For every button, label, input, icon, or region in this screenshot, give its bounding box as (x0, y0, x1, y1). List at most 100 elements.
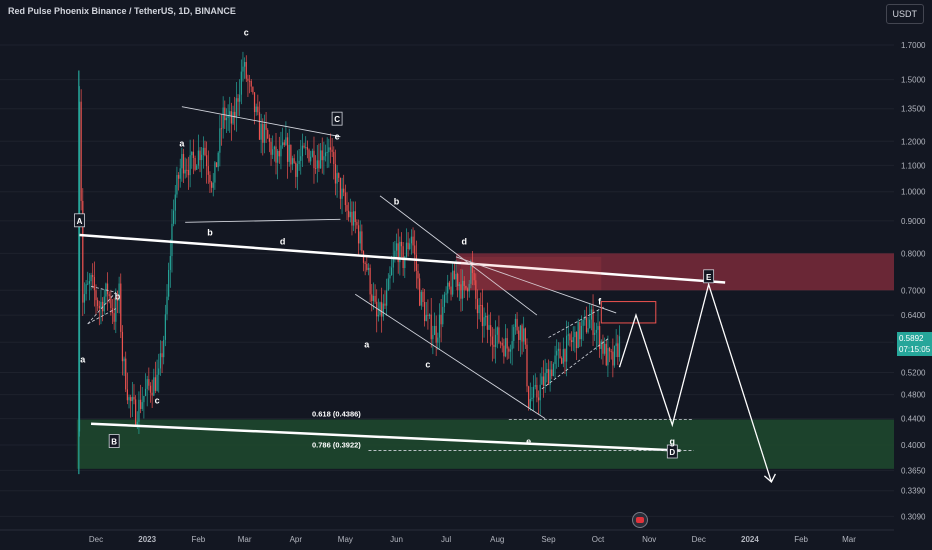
candle-body (567, 334, 569, 336)
candle-body (239, 94, 241, 102)
candle-body (372, 295, 375, 302)
support-trendline[interactable] (90, 422, 681, 452)
candle-body (532, 386, 535, 398)
candle-body (186, 169, 188, 171)
candle-body (111, 308, 114, 314)
candle-body (343, 188, 345, 193)
candle-body (579, 322, 581, 340)
candle-body (126, 389, 128, 401)
time-tick-label: Dec (692, 535, 706, 544)
support-zone (76, 419, 895, 469)
candle-body (179, 168, 181, 179)
candle-body (144, 388, 147, 396)
candle-body (277, 150, 279, 163)
candle-body (466, 288, 469, 292)
candle-body (397, 243, 399, 263)
candle-body (196, 165, 198, 170)
candle-body (303, 145, 305, 148)
candle-body (334, 163, 337, 184)
candle-body (367, 267, 370, 270)
candle-body (475, 280, 477, 299)
candle-body (547, 369, 550, 385)
candle-body (288, 144, 290, 162)
candle-body (409, 243, 411, 250)
price-tick-label: 0.3090 (901, 512, 926, 521)
wave-label-box (703, 269, 715, 284)
candle-body (222, 107, 224, 129)
candle-body (191, 151, 193, 156)
candle-body (529, 399, 531, 408)
target-box (600, 301, 657, 324)
candle-body (310, 156, 312, 162)
candle-body (158, 368, 160, 375)
candle-body (143, 395, 145, 403)
candle-body (460, 284, 462, 299)
wave-label-minor: e (526, 437, 531, 447)
price-axis[interactable]: 1.7000 1.5000 1.3500 1.2000 1.1000 1.0000 0.90… (894, 0, 932, 550)
candle-body (364, 262, 366, 264)
candle-body (141, 402, 143, 409)
candle-body (207, 166, 209, 175)
candle-body (399, 241, 401, 263)
candle-body (516, 318, 518, 331)
candle-body (381, 302, 383, 317)
candle-body (202, 147, 204, 155)
candle-body (443, 294, 446, 307)
candle-body (315, 168, 317, 169)
candle-body (448, 282, 450, 287)
candle-body (564, 349, 566, 362)
wave-label-minor: b (115, 291, 121, 301)
candle-body (245, 62, 247, 79)
candle-body (361, 231, 363, 252)
wave-label-minor: b (207, 228, 213, 238)
price-tick-label: 1.3500 (901, 105, 926, 114)
candle-body (135, 399, 137, 425)
candle-body (338, 173, 340, 178)
candle-body (156, 374, 158, 391)
candle-body (384, 303, 386, 306)
price-tick-label: 0.5200 (901, 368, 926, 377)
candle-body (171, 223, 173, 257)
candle-body (153, 377, 155, 396)
resistance-trendline[interactable] (79, 233, 726, 284)
candle-body (210, 182, 213, 188)
candle-body (404, 256, 406, 268)
time-tick-label: Sep (541, 535, 556, 544)
candle-body (353, 211, 355, 226)
time-tick-label: Mar (842, 535, 856, 544)
candle-body (476, 298, 479, 314)
candle-body (283, 142, 285, 145)
candle-body (177, 175, 180, 179)
wave-label-minor: e (335, 132, 340, 142)
candle-body (518, 330, 520, 341)
candle-body (534, 385, 536, 387)
candle-body (138, 399, 140, 422)
candle-body (390, 267, 393, 276)
candle-body (159, 353, 162, 369)
currency-button[interactable]: USDT (885, 4, 924, 24)
candle-body (253, 92, 256, 113)
time-tick-label: Feb (191, 535, 205, 544)
candle-body (590, 309, 592, 320)
candle-body (376, 301, 378, 317)
candle-body (546, 369, 548, 373)
candle-body (121, 331, 124, 362)
candle-body (212, 182, 214, 188)
fib-level-label: 0.618 (0.4386) (312, 410, 361, 419)
candle-body (219, 128, 221, 153)
candle-body (311, 150, 313, 157)
candle-body (275, 146, 277, 163)
candle-body (486, 315, 488, 330)
candle-body (184, 169, 186, 174)
candle-body (298, 160, 300, 165)
candle-body (346, 205, 348, 211)
time-axis[interactable]: Dec 2023 Feb Mar Apr May Jun Jul Aug Sep Oct Nov Dec… (0, 529, 894, 544)
candle-body (394, 250, 396, 259)
candle-body (328, 147, 330, 153)
mini-channel-bottom (87, 308, 117, 325)
candle-body (424, 301, 426, 322)
candle-body (437, 337, 439, 343)
candle-body (329, 147, 332, 150)
price-tick-label: 0.8000 (901, 249, 926, 258)
